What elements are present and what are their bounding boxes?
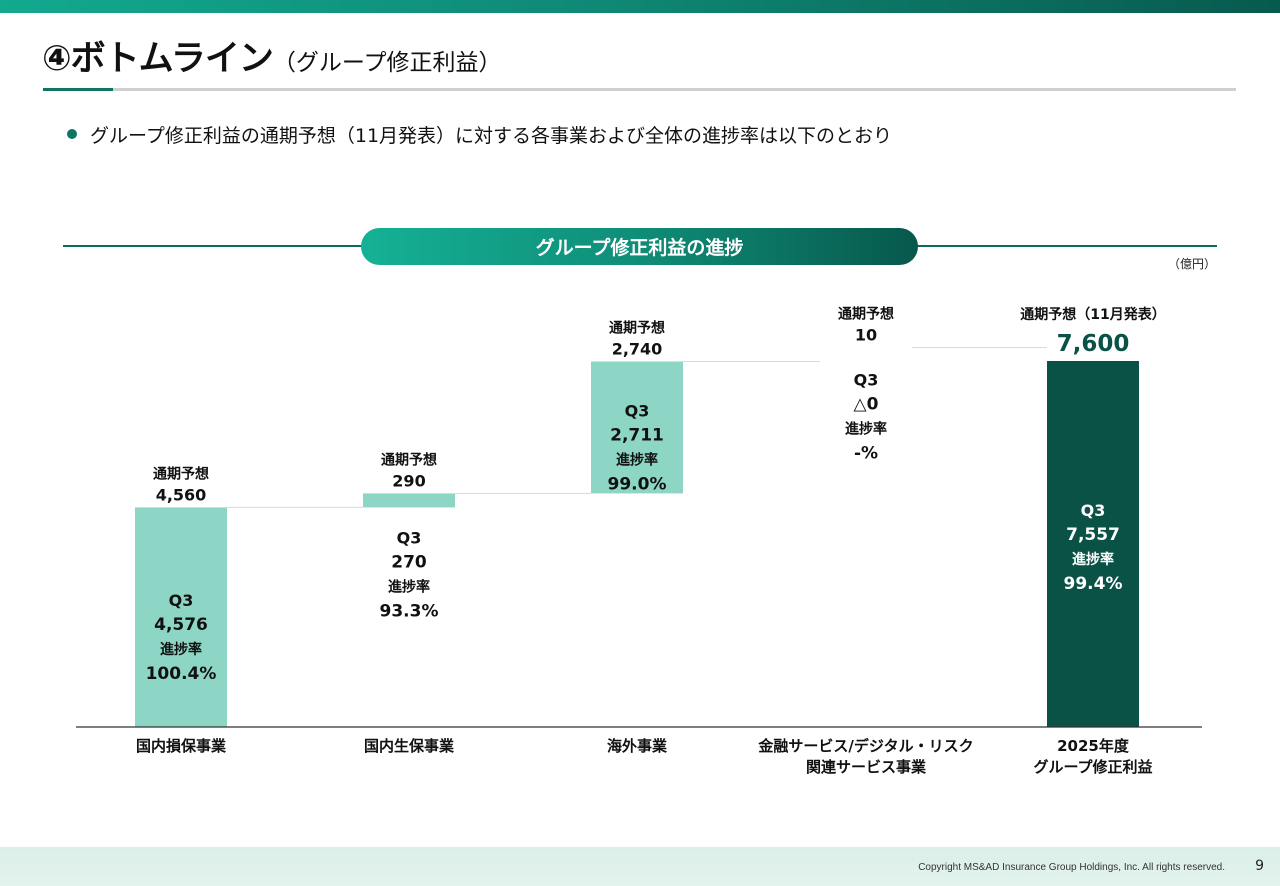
- page-title: ④ボトムライン（グループ修正利益）: [42, 30, 502, 81]
- copyright: Copyright MS&AD Insurance Group Holdings…: [918, 862, 1225, 873]
- forecast-label-4: 通期予想: [838, 305, 894, 322]
- category-label-4-line1: 金融サービス/デジタル・リスク: [757, 737, 973, 755]
- bar-2: [363, 493, 455, 508]
- forecast-label-5: 通期予想（11月発表）: [1020, 306, 1165, 323]
- q3-value-1: 4,576: [154, 615, 208, 635]
- category-label-5-line2: グループ修正利益: [1033, 758, 1152, 776]
- category-label-2: 国内生保事業: [364, 737, 455, 755]
- progress-label-2: 進捗率: [388, 578, 430, 595]
- waterfall-chart: 通期予想4,560Q34,576進捗率100.4%国内損保事業通期予想290Q3…: [76, 305, 1202, 776]
- chart-title-banner: グループ修正利益の進捗: [361, 228, 918, 265]
- category-label-1: 国内損保事業: [136, 737, 227, 755]
- banner-line-left: [63, 245, 363, 247]
- page-title-sub: （グループ修正利益）: [272, 50, 502, 76]
- progress-value-1: 100.4%: [146, 664, 217, 684]
- unit-label: （億円）: [1167, 257, 1216, 271]
- q3-label-4: Q3: [854, 370, 879, 389]
- forecast-label-1: 通期予想: [153, 465, 209, 482]
- progress-label-4: 進捗率: [845, 420, 887, 437]
- progress-value-4: -%: [854, 443, 878, 463]
- q3-label-1: Q3: [169, 591, 194, 610]
- q3-value-2: 270: [391, 552, 427, 572]
- progress-label-3: 進捗率: [616, 451, 658, 468]
- q3-value-3: 2,711: [610, 425, 664, 445]
- category-label-4-line2: 関連サービス事業: [806, 758, 927, 776]
- q3-value-4: △0: [854, 394, 879, 414]
- forecast-value-2: 290: [392, 471, 425, 490]
- page-title-main: ④ボトムライン: [42, 39, 274, 79]
- forecast-label-3: 通期予想: [609, 319, 665, 336]
- progress-label-1: 進捗率: [160, 641, 202, 658]
- q3-label-5: Q3: [1081, 501, 1106, 520]
- page-number: 9: [1255, 858, 1264, 874]
- bar-5: [1047, 361, 1139, 727]
- banner-line-right: [916, 245, 1217, 247]
- q3-value-5: 7,557: [1066, 525, 1120, 545]
- forecast-value-5: 7,600: [1057, 331, 1130, 357]
- bar-3: [591, 361, 683, 494]
- footer-band: [0, 847, 1280, 886]
- forecast-value-4: 10: [855, 325, 877, 344]
- progress-value-3: 99.0%: [608, 474, 667, 494]
- q3-label-2: Q3: [397, 528, 422, 547]
- title-underline-accent: [43, 88, 113, 91]
- q3-label-3: Q3: [625, 401, 650, 420]
- category-label-5-line1: 2025年度: [1057, 737, 1130, 755]
- bullet-icon: [67, 129, 77, 139]
- progress-value-5: 99.4%: [1064, 574, 1123, 594]
- bar-1: [135, 507, 227, 727]
- forecast-value-1: 4,560: [156, 485, 207, 504]
- progress-label-5: 進捗率: [1072, 551, 1114, 568]
- top-accent-bar: [0, 0, 1280, 13]
- forecast-label-2: 通期予想: [381, 451, 437, 468]
- progress-value-2: 93.3%: [380, 601, 439, 621]
- title-underline: [43, 88, 1236, 91]
- category-label-3: 海外事業: [607, 737, 668, 755]
- forecast-value-3: 2,740: [612, 339, 663, 358]
- bullet-text: グループ修正利益の通期予想（11月発表）に対する各事業および全体の進捗率は以下の…: [90, 125, 893, 147]
